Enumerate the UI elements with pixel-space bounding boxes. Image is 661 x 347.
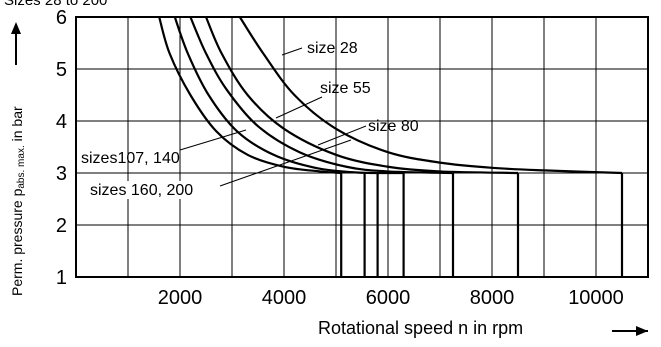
y-tick-label: 2 bbox=[56, 215, 67, 237]
series-curve-5 bbox=[158, 16, 342, 175]
annotation-leader bbox=[281, 47, 303, 56]
speed-limit-lines bbox=[340, 173, 624, 277]
series-curve-4 bbox=[173, 16, 404, 175]
annotation-label: sizes107, 140 bbox=[81, 150, 180, 167]
series-curve-3 bbox=[189, 16, 454, 175]
x-tick-label: 2000 bbox=[158, 287, 203, 309]
annotation-bg bbox=[88, 181, 216, 199]
y-arrow-head bbox=[11, 22, 21, 34]
y-tick-label: 4 bbox=[56, 111, 67, 133]
y-axis-label-subscript: abs. max. bbox=[16, 145, 27, 189]
grid-lines bbox=[76, 17, 648, 277]
x-tick-label: 6000 bbox=[366, 287, 411, 309]
series-curves bbox=[158, 16, 623, 175]
annotation-label: size 55 bbox=[320, 80, 371, 97]
series-curve-2 bbox=[204, 16, 519, 175]
axis-arrows bbox=[11, 22, 648, 336]
annotation-label: size 28 bbox=[307, 40, 358, 57]
y-axis-label-unit: in bar bbox=[9, 106, 25, 142]
tick-labels: 1 2 3 4 5 6 2000 4000 6000 8000 10000 bbox=[56, 7, 624, 309]
curve-annotations: size 28 size 55 size 80 sizes107, 140 sizes … bbox=[81, 40, 419, 199]
x-arrow-head bbox=[636, 326, 648, 336]
annotation-label: sizes 160, 200 bbox=[90, 182, 193, 199]
annotation-leader bbox=[317, 125, 367, 146]
y-tick-label: 5 bbox=[56, 59, 67, 81]
annotation-leader bbox=[219, 139, 352, 187]
annotation-leader bbox=[275, 96, 323, 119]
y-tick-label: 3 bbox=[56, 163, 67, 185]
y-tick-label: 1 bbox=[56, 267, 67, 289]
y-tick-label: 6 bbox=[56, 7, 67, 29]
annotation-label: size 80 bbox=[368, 118, 419, 135]
y-axis-label-main: Perm. pressure p bbox=[9, 188, 25, 296]
x-tick-label: 10000 bbox=[568, 287, 624, 309]
x-axis-label: Rotational speed n in rpm bbox=[318, 318, 524, 338]
chart-title: Sizes 28 to 200 bbox=[4, 0, 108, 9]
series-curve-1 bbox=[238, 16, 623, 175]
annotation-leader bbox=[179, 129, 247, 151]
x-tick-label: 4000 bbox=[262, 287, 307, 309]
x-tick-label: 8000 bbox=[470, 287, 515, 309]
plot-frame bbox=[75, 16, 649, 278]
y-axis-label: Perm. pressure pabs. max. in bar bbox=[9, 106, 27, 296]
